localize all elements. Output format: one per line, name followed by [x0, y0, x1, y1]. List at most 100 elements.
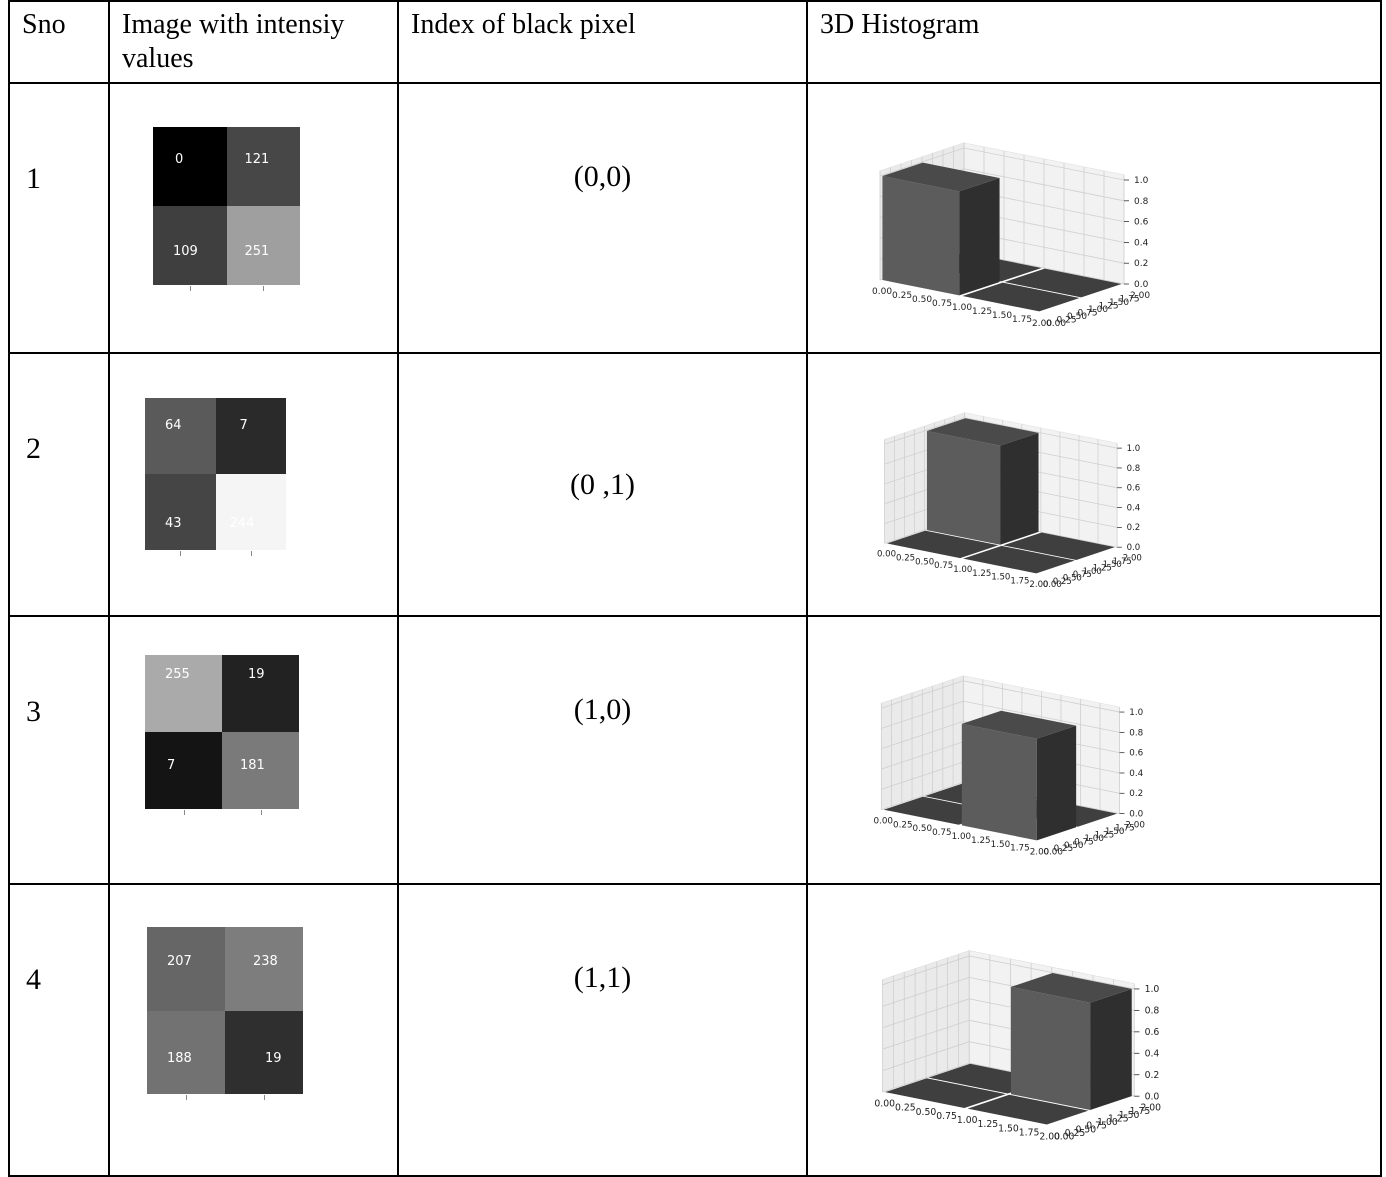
y-tick-label: 0.25 [1065, 1128, 1086, 1139]
image-cell: 64 7 43 244 [108, 352, 399, 617]
pixel-1-1: 181 [222, 732, 299, 809]
y-tick-label: 0.00 [1043, 848, 1063, 858]
pixel-value: 19 [248, 667, 265, 682]
black-pixel-index: (1,0) [573, 693, 632, 726]
histogram-bar-front [926, 431, 1001, 545]
hist-cell: 0.0 0.2 0.4 0.6 0.8 1.0 0.00 0.25 0.50 0.75 1.00 1.… [806, 82, 1382, 354]
y-tick-label: 0.75 [1074, 837, 1094, 847]
x-tick-label: 1.25 [972, 569, 991, 579]
z-tick-label: 0.6 [1145, 1027, 1160, 1038]
grid-line [882, 955, 1135, 990]
pixel-0-0: 207 [147, 927, 225, 1011]
y-tick-label: 1.25 [1099, 302, 1119, 312]
histogram-bar-floor [1004, 268, 1122, 298]
histogram-3d: 0.00.20.40.60.81.00.00 0.25 0.50 0.75 1.00 1.… [874, 950, 1161, 1143]
image-cell: 0 121 109 251 [108, 82, 399, 354]
grid-line [881, 700, 1120, 733]
x-tick-label: 0.75 [932, 828, 952, 838]
y-tick-label: 1.75 [1115, 824, 1135, 834]
pixel-0-1: 7 [215, 398, 286, 474]
pixel-0-1: 238 [225, 927, 303, 1011]
pixel-value: 238 [253, 954, 278, 969]
index-cell: (0,0) [397, 82, 808, 354]
z-tick-label: 0.2 [1129, 789, 1143, 799]
x-tick-label: 1.25 [971, 836, 991, 846]
z-tick-label: 0.0 [1127, 543, 1141, 553]
pixel-image: 207 238 188 19 [147, 927, 303, 1100]
image-axis-tick [186, 1095, 187, 1100]
histogram-bar-floor [1003, 532, 1115, 560]
x-tick-label: 1.50 [991, 840, 1011, 850]
x-tick-label: 0.25 [896, 554, 915, 564]
x-tick-label: 0.75 [934, 561, 953, 571]
image-axis-tick [250, 551, 252, 556]
y-tick-label: 0.75 [1078, 309, 1098, 319]
y-tick-label: 1.75 [1113, 557, 1132, 567]
image-cell: 255 19 7 181 [108, 615, 399, 885]
header-row: Sno Image with intensiy values Index of … [8, 0, 1382, 84]
pixel-value: 188 [167, 1050, 192, 1066]
y-tick-label: 0.00 [1046, 319, 1066, 329]
pixel-1-0: 43 [145, 474, 216, 550]
image-cell: 207 238 188 19 [108, 883, 399, 1177]
y-tick-label: 0.75 [1073, 570, 1092, 580]
pixel-image: 64 7 43 244 [145, 398, 286, 556]
x-tick-label: 0.25 [895, 1103, 916, 1114]
x-tick-label: 0.75 [932, 299, 952, 309]
z-tick-label: 0.4 [1127, 503, 1141, 513]
x-tick-label: 0.50 [915, 557, 934, 567]
image-axis-tick [183, 810, 185, 815]
y-tick-label: 1.50 [1103, 560, 1122, 570]
pixel-value: 19 [265, 1050, 282, 1066]
pixel-1-1: 251 [226, 206, 300, 285]
histogram-bar-floor [963, 545, 1075, 574]
pixel-value: 121 [244, 152, 270, 167]
pixel-value: 0 [175, 152, 184, 167]
hist-cell: 0.0 0.2 0.4 0.6 0.8 1.0 0.00 0.25 0.50 0.75 1.00 1.… [806, 352, 1382, 617]
x-tick-label: 1.75 [1019, 1127, 1040, 1138]
x-tick-label: 0.00 [877, 550, 896, 560]
x-tick-label: 2.00 [1030, 848, 1050, 858]
y-tick-label: 0.50 [1075, 1124, 1096, 1135]
x-tick-label: 1.00 [952, 303, 972, 313]
y-tick-label: 0.25 [1053, 577, 1072, 587]
z-tick-label: 0.0 [1129, 810, 1143, 820]
x-tick-label: 1.00 [953, 565, 972, 575]
hist-cell: 0.0 0.2 0.4 0.6 0.8 1.0 0.00 0.25 0.50 0.75 1.00 1.… [806, 883, 1382, 1177]
x-tick-label: 1.75 [1012, 315, 1032, 325]
index-cell: (0 ,1) [397, 352, 808, 617]
header-index: Index of black pixel [397, 0, 808, 84]
y-tick-label: 0.25 [1054, 844, 1074, 854]
y-tick-label: 0.50 [1067, 312, 1087, 322]
pixel-0-1: 19 [222, 655, 299, 732]
y-tick-label: 2.00 [1130, 291, 1150, 301]
x-tick-label: 0.25 [892, 291, 912, 301]
x-tick-label: 1.75 [1010, 844, 1030, 854]
y-tick-label: 1.25 [1095, 831, 1115, 841]
pixel-0-0: 0 [153, 127, 227, 206]
y-tick-label: 2.00 [1140, 1103, 1161, 1114]
x-tick-label: 2.00 [1029, 580, 1048, 590]
grid-line [884, 417, 1118, 449]
x-tick-label: 0.50 [913, 824, 933, 834]
y-tick-label: 1.25 [1108, 1113, 1129, 1124]
y-tick-label: 1.00 [1097, 1117, 1118, 1128]
y-tick-label: 2.00 [1125, 820, 1145, 830]
sno-value: 4 [26, 963, 41, 996]
sno-value: 3 [26, 695, 41, 728]
black-pixel-index: (0 ,1) [570, 468, 635, 501]
histogram-bar-floor [962, 282, 1080, 312]
table-row: 4 207 238 188 19 (1,1) 0.0 0.2 0.4 0.6 0.8 1.… [8, 883, 1382, 1177]
histogram-3d: 0.00.20.40.60.81.00.00 0.25 0.50 0.75 1.00 1.… [877, 412, 1142, 590]
x-tick-label: 1.00 [957, 1115, 978, 1126]
image-axis-tick [260, 810, 262, 815]
y-tick-label: 0.50 [1063, 574, 1082, 584]
z-tick-label: 0.2 [1127, 523, 1141, 533]
histogram-3d: 0.00.20.40.60.81.00.00 0.25 0.50 0.75 1.00 1.… [872, 142, 1150, 329]
sno-cell: 1 [8, 82, 110, 354]
image-axis-tick [264, 1095, 265, 1100]
pixel-1-0: 109 [153, 206, 227, 285]
x-tick-label: 0.75 [936, 1111, 957, 1122]
z-tick-label: 0.8 [1127, 464, 1141, 474]
header-sno: Sno [8, 0, 110, 84]
